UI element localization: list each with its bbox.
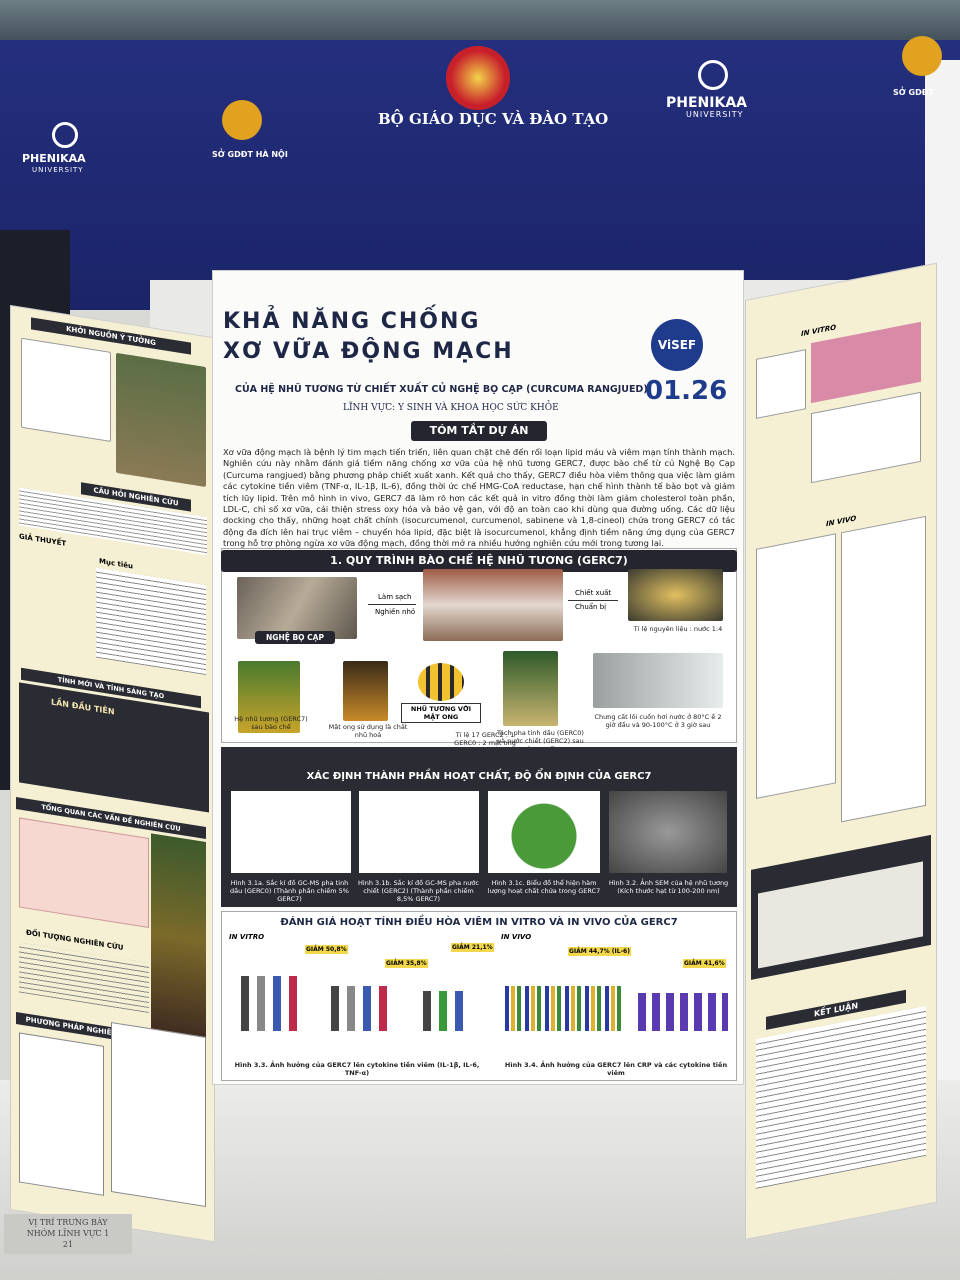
chart-image — [756, 349, 806, 419]
section-heading: TÓM TẮT DỰ ÁN — [411, 421, 547, 441]
center-panel: KHẢ NĂNG CHỐNG XƠ VỮA ĐỘNG MẠCH CỦA HỆ N… — [212, 270, 744, 1085]
label: NGHỆ BỌ CẠP — [255, 631, 335, 644]
chart-image — [811, 391, 921, 484]
photo — [503, 651, 558, 726]
section-heading: ĐÁNH GIÁ HOẠT TÍNH ĐIỀU HÒA VIÊM IN VITR… — [280, 917, 678, 928]
pie-image — [488, 791, 600, 873]
bar-chart-image — [231, 961, 311, 1031]
bar-chart-image — [638, 971, 728, 1031]
arrow — [568, 600, 618, 601]
bar-chart-image — [413, 971, 488, 1031]
text-block — [19, 942, 149, 1014]
sign-line: VỊ TRÍ TRƯNG BÀY — [28, 1218, 108, 1227]
text-block — [756, 1005, 926, 1189]
logo-text: PHENIKAA — [22, 152, 86, 165]
arrow — [368, 604, 416, 605]
bar-chart-image — [321, 971, 401, 1031]
logo-text: PHENIKAA — [666, 95, 747, 111]
chromatogram — [359, 791, 479, 873]
caption: Hình 3.3. Ảnh hưởng của GERC7 lên cytoki… — [234, 1061, 480, 1077]
right-panel: IN VITRO IN VIVO KẾT LUẬN — [745, 262, 937, 1241]
sub-heading: IN VITRO — [229, 933, 265, 941]
caption: Hình 3.2. Ảnh SEM của hệ nhũ tương (Kích… — [608, 879, 729, 895]
emblem — [902, 36, 942, 76]
title: XƠ VỮA ĐỘNG MẠCH — [223, 339, 514, 364]
micrograph — [811, 321, 921, 404]
caption: Mật ong sử dụng là chất nhũ hoá — [328, 723, 408, 739]
section-heading: GIẢ THUYẾT — [19, 532, 67, 548]
bee — [418, 663, 464, 701]
project-code: 01.26 — [645, 376, 728, 406]
step-label: Chuẩn bị — [575, 603, 607, 611]
caption: Tỉ lệ 17 GERC2 : 1 GERC0 : 2 mật ong — [454, 731, 516, 747]
logo-subtext: UNIVERSITY — [686, 110, 744, 119]
emblem — [222, 100, 262, 140]
section-heading: IN VITRO — [801, 323, 837, 339]
section-heading: 1. QUY TRÌNH BÀO CHẾ HỆ NHŨ TƯƠNG (GERC7… — [221, 550, 737, 572]
logo-subtext: UNIVERSITY — [32, 166, 84, 174]
section-heading: XÁC ĐỊNH THÀNH PHẦN HOẠT CHẤT, ĐỘ ỔN ĐỊN… — [306, 771, 652, 782]
label: NHŨ TƯƠNG VỚI MẬT ONG — [401, 703, 481, 723]
step-label: Chiết xuất — [575, 589, 612, 597]
reduction-label: GIẢM 41,6% — [683, 959, 726, 968]
step-label: Nghiền nhỏ — [375, 608, 416, 616]
sem-image — [609, 791, 727, 873]
field: LĨNH VỰC: Y SINH VÀ KHOA HỌC SỨC KHỎE — [343, 403, 559, 413]
sub-heading: IN VIVO — [501, 933, 532, 941]
photo — [237, 577, 357, 639]
method-box — [111, 1021, 206, 1208]
summary: Xơ vữa động mạch là bệnh lý tim mạch tiế… — [223, 447, 735, 549]
photo — [116, 352, 206, 488]
sign: VỊ TRÍ TRƯNG BÀY NHÓM LĨNH VỰC 1 21 — [4, 1214, 132, 1254]
left-panel: KHỞI NGUỒN Ý TƯỞNG CÂU HỎI NGHIÊN CỨU GI… — [10, 305, 215, 1243]
chart-image — [756, 533, 836, 799]
logo-emblem — [52, 122, 78, 148]
reduction-label: GIẢM 21,1% — [451, 943, 494, 952]
caption: Hình 3.1a. Sắc kí đồ GC-MS pha tinh dầu … — [230, 879, 349, 903]
illustration — [21, 337, 111, 442]
sign-line: 21 — [62, 1240, 74, 1249]
caption: Hình 3.1b. Sắc kí đồ GC-MS pha nước chiế… — [358, 879, 479, 903]
photo — [238, 661, 300, 733]
reduction-label: GIẢM 35,8% — [385, 959, 428, 968]
caption: Hệ nhũ tương (GERC7) sau bào chế — [234, 715, 308, 731]
photo — [343, 661, 388, 721]
caption: Hình 3.1c. Biểu đồ thể hiện hàm lượng ho… — [487, 879, 601, 895]
reduction-label: GIẢM 44,7% (IL-6) — [568, 947, 631, 956]
caption: Chưng cất lôi cuốn hơi nước ở 80°C ề 2 g… — [594, 713, 722, 729]
photo — [423, 569, 563, 641]
chart-image — [841, 515, 926, 823]
subtitle: CỦA HỆ NHŨ TƯƠNG TỪ CHIẾT XUẤT CỦ NGHỆ B… — [235, 384, 648, 395]
caption: Tỉ lệ nguyên liệu : nước 1:4 — [633, 625, 723, 633]
logo-emblem — [698, 60, 728, 90]
photo — [151, 833, 206, 1043]
dept-text: SỞ GDĐT — [893, 88, 934, 97]
ministry-text: BỘ GIÁO DỤC VÀ ĐÀO TẠO — [378, 110, 609, 128]
method-box — [19, 1032, 104, 1196]
diagram — [19, 817, 149, 929]
reduction-label: GIẢM 50,8% — [305, 945, 348, 954]
national-emblem — [446, 46, 510, 110]
chromatogram — [231, 791, 351, 873]
step-label: Làm sạch — [378, 593, 412, 601]
photo — [593, 653, 723, 708]
dept-text: SỞ GDĐT HÀ NỘI — [212, 150, 288, 159]
section-heading: IN VIVO — [826, 514, 857, 529]
photo — [628, 569, 723, 621]
bar-chart-image — [505, 966, 625, 1031]
badge: ViSEF — [651, 319, 703, 371]
text-block — [96, 567, 206, 676]
title: KHẢ NĂNG CHỐNG — [223, 309, 481, 334]
caption: Hình 3.4. Ảnh hưởng của GERC7 lên CRP và… — [504, 1061, 728, 1077]
sign-line: NHÓM LĨNH VỰC 1 — [26, 1229, 110, 1238]
